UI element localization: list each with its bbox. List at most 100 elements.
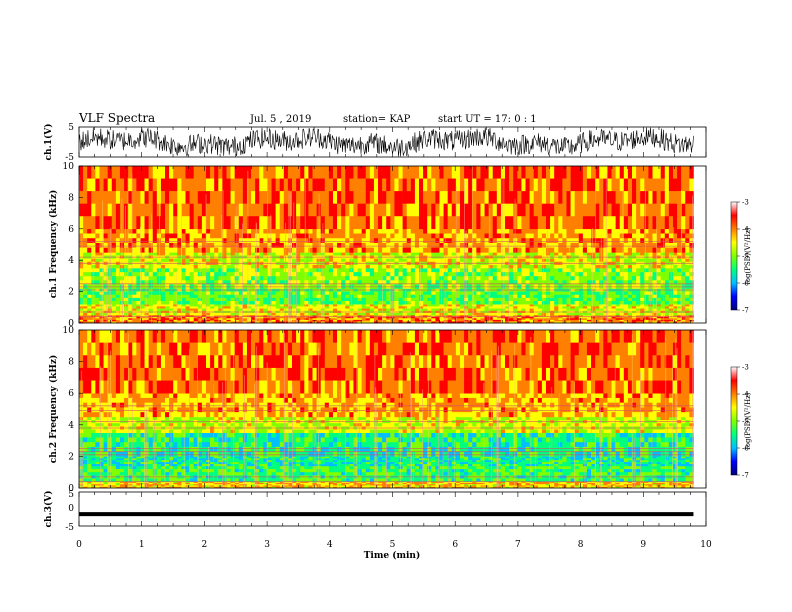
spectrogram-cell (144, 318, 149, 321)
spectrogram-cell (201, 268, 207, 273)
spectrogram-cell (189, 238, 194, 244)
spectrogram-cell (607, 312, 612, 316)
spectrogram-cell (95, 166, 100, 179)
spectrogram-cell (140, 308, 145, 312)
spectrogram-cell (672, 297, 678, 302)
spectrogram-cell (283, 315, 289, 318)
spectrogram-cell (619, 166, 625, 179)
spectrogram-cell (357, 272, 362, 277)
spectrogram-cell (361, 321, 367, 324)
spectrogram-cell (431, 297, 436, 302)
spectrogram-cell (337, 166, 342, 179)
spectrogram-cell (251, 242, 256, 248)
spectrogram-cell (332, 306, 338, 309)
spectrogram-cell (324, 276, 330, 281)
spectrogram-cell (521, 272, 526, 277)
spectrogram-cell (541, 228, 547, 234)
spectrogram-cell (398, 304, 403, 307)
spectrogram-cell (312, 264, 317, 269)
spectrogram-cell (656, 316, 661, 319)
spectrogram-cell (255, 294, 260, 299)
spectrogram-cell (492, 315, 498, 318)
spectrogram-cell (468, 276, 473, 281)
spectrogram-cell (443, 233, 448, 239)
spectrogram-cell (484, 242, 489, 248)
spectrogram-cell (644, 268, 649, 273)
spectrogram-cell (681, 258, 686, 263)
spectrogram-cell (169, 191, 174, 204)
spectrogram-cell (251, 166, 256, 179)
spectrogram-cell (632, 242, 637, 248)
spectrogram-cell (226, 321, 231, 324)
spectrogram-cell (394, 247, 399, 253)
spectrogram-cell (484, 276, 489, 281)
spectrogram-cell (656, 264, 661, 269)
spectrogram-cell (468, 315, 473, 318)
spectrogram-cell (677, 306, 682, 309)
spectrogram-cell (87, 247, 92, 253)
spectrogram-cell (607, 233, 612, 239)
spectrogram-cell (586, 315, 592, 318)
spectrogram-cell (132, 297, 137, 302)
spectrogram-cell (283, 308, 289, 312)
spectrogram-cell (79, 312, 84, 316)
spectrogram-cell (677, 228, 682, 234)
spectrogram-cell (382, 272, 387, 277)
spectrogram-cell (644, 321, 649, 324)
spectrogram-cell (369, 301, 375, 305)
spectrogram-cell (87, 191, 92, 204)
spectrogram-cell (492, 233, 498, 239)
spectrogram-cell (152, 280, 158, 285)
spectrogram-cell (681, 297, 686, 302)
spectrogram-cell (349, 242, 354, 248)
spectrogram-cell (644, 304, 649, 307)
spectrogram-cell (685, 308, 690, 312)
spectrogram-cell (423, 301, 428, 305)
spectrogram-cell (505, 301, 510, 305)
spectrogram-cell (365, 178, 371, 192)
spectrogram-cell (185, 247, 190, 253)
spectrogram-cell (201, 308, 207, 312)
spectrogram-cell (144, 304, 149, 307)
spectrogram-cell (169, 233, 174, 239)
spectrogram-cell (517, 272, 522, 277)
spectrogram-cell (664, 312, 670, 316)
spectrogram-cell (259, 315, 264, 318)
spectrogram-cell (447, 315, 453, 318)
spectrogram-cell (423, 228, 428, 234)
spectrogram-cell (267, 238, 272, 244)
spectrogram-cell (550, 319, 555, 322)
spectrogram-cell (193, 308, 199, 312)
spectrogram-cell (324, 319, 330, 322)
spectrogram-cell (234, 178, 240, 192)
spectrogram-cell (554, 228, 559, 234)
spectrogram-cell (615, 306, 621, 309)
spectrogram-cell (349, 264, 354, 269)
spectrogram-cell (136, 312, 141, 316)
spectrogram-cell (632, 238, 637, 244)
spectrogram-cell (619, 280, 625, 285)
spectrogram-cell (160, 258, 166, 263)
spectrogram-cell (550, 264, 555, 269)
spectrogram-cell (201, 301, 207, 305)
spectrogram-cell (242, 166, 248, 179)
spectrogram-cell (197, 178, 203, 192)
spectrogram-cell (271, 319, 276, 322)
spectrogram-cell (570, 276, 575, 281)
spectrogram-cell (578, 291, 584, 296)
spectrogram-cell (414, 166, 420, 179)
spectrogram-cell (230, 312, 235, 316)
spectrogram-cell (566, 252, 571, 256)
spectrogram-cell (677, 166, 682, 179)
spectrogram-cell (656, 252, 661, 256)
spectrogram-cell (439, 228, 444, 234)
spectrogram-cell (586, 318, 592, 321)
spectrogram-cell (205, 166, 211, 179)
spectrogram-cell (468, 264, 473, 269)
spectrogram-cell (218, 242, 223, 248)
spectrogram-cell (554, 319, 559, 322)
spectrogram-cell (390, 191, 395, 204)
spectrogram-cell (357, 268, 362, 273)
spectrogram-cell (648, 242, 653, 248)
spectrogram-cell (267, 178, 272, 192)
